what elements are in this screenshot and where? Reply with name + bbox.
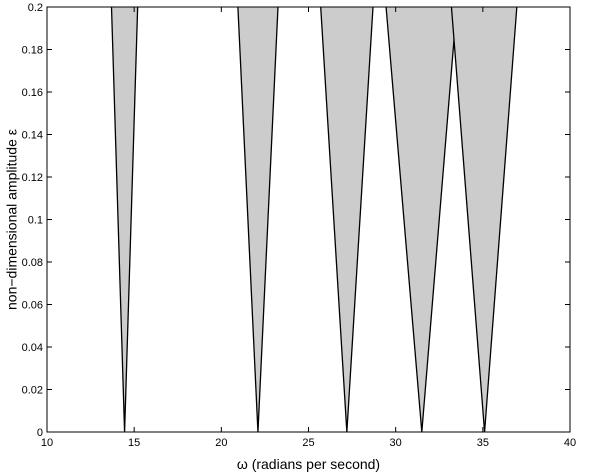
x-axis-label: ω (radians per second)	[237, 456, 380, 472]
instability-region-4	[386, 7, 457, 432]
y-tick-label: 0.1	[28, 215, 43, 227]
y-tick-label: 0.02	[22, 385, 43, 397]
instability-region-2	[237, 7, 278, 432]
y-tick-label: 0.18	[22, 45, 43, 57]
y-tick-label: 0.16	[22, 87, 43, 99]
instability-region-1	[111, 7, 138, 432]
y-tick-label: 0.14	[22, 130, 43, 142]
instability-region-3	[320, 7, 374, 432]
y-tick-label: 0	[37, 427, 43, 439]
x-tick-label: 15	[128, 437, 140, 449]
y-tick-label: 0.08	[22, 257, 43, 269]
y-axis-label: non−dimensional amplitude ε	[4, 129, 20, 310]
y-tick-label: 0.2	[28, 2, 43, 14]
y-tick-label: 0.06	[22, 300, 43, 312]
x-tick-label: 30	[390, 437, 402, 449]
x-tick-label: 35	[477, 437, 489, 449]
y-tick-label: 0.12	[22, 172, 43, 184]
x-tick-label: 25	[302, 437, 314, 449]
y-tick-label: 0.04	[22, 342, 43, 354]
x-tick-label: 10	[41, 437, 53, 449]
y-axis-ticks: 0 0.02 0.04 0.06 0.08 0.1 0.12 0.14 0.16 0.18 0.2	[22, 2, 570, 439]
x-tick-label: 20	[215, 437, 227, 449]
x-tick-label: 40	[564, 437, 576, 449]
x-axis-ticks: 10 15 20 25 30 35 40	[41, 7, 576, 449]
instability-region-5	[451, 7, 517, 432]
